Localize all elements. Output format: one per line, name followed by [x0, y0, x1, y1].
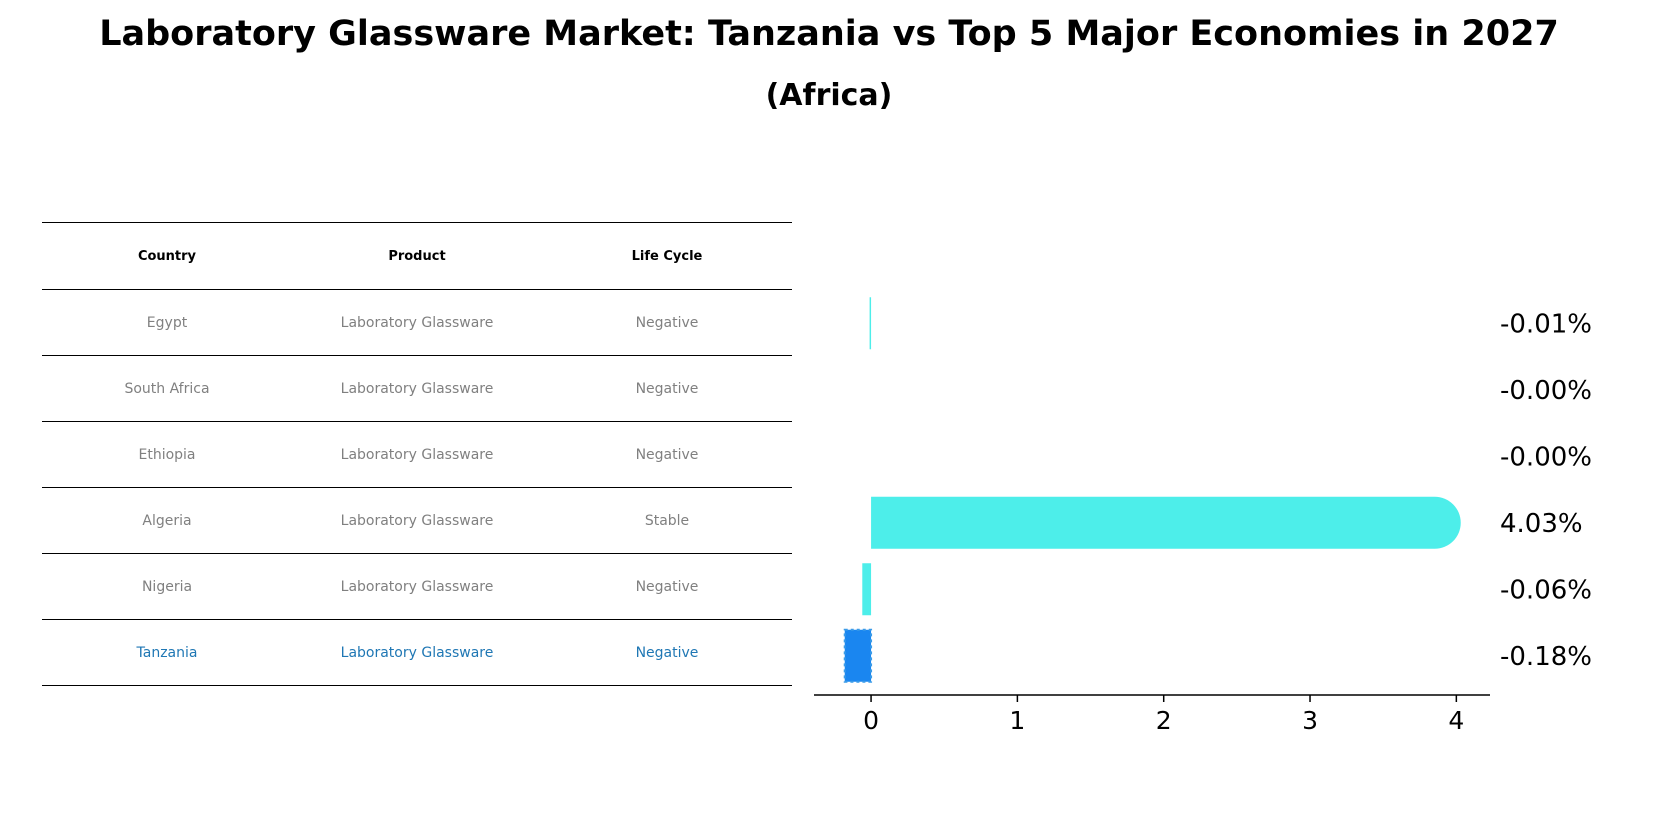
cell-life-cycle: Negative: [635, 446, 699, 463]
cell-country: Tanzania: [136, 644, 198, 661]
bar-nigeria: [862, 563, 872, 616]
cell-country: Ethiopia: [138, 446, 196, 463]
cell-product: Laboratory Glassware: [340, 644, 494, 661]
bar-algeria: [871, 496, 1461, 549]
header-product: Product: [388, 248, 446, 264]
value-label: -0.01%: [1500, 309, 1592, 339]
x-tick-label: 3: [1302, 706, 1318, 735]
cell-product: Laboratory Glassware: [340, 446, 494, 463]
cell-country: Egypt: [146, 314, 188, 331]
chart-title: Laboratory Glassware Market: Tanzania vs…: [99, 14, 1559, 54]
cell-life-cycle: Negative: [635, 380, 699, 397]
cell-product: Laboratory Glassware: [340, 380, 494, 397]
header-life-cycle: Life Cycle: [631, 248, 703, 264]
x-tick-label: 2: [1156, 706, 1172, 735]
data-table: Country Product Life Cycle Egypt Laborat…: [42, 222, 792, 686]
cell-product: Laboratory Glassware: [340, 512, 494, 529]
value-label: 4.03%: [1500, 509, 1583, 539]
value-label: -0.00%: [1500, 442, 1592, 472]
x-tick-label: 1: [1009, 706, 1025, 735]
table-row: Algeria Laboratory Glassware Stable: [42, 488, 792, 554]
table-row: Nigeria Laboratory Glassware Negative: [42, 554, 792, 620]
table-header-row: Country Product Life Cycle: [42, 222, 792, 290]
cell-country: Nigeria: [141, 578, 193, 595]
header-country: Country: [137, 248, 197, 264]
cell-product: Laboratory Glassware: [340, 314, 494, 331]
chart-subtitle: (Africa): [765, 78, 893, 113]
cell-life-cycle: Negative: [635, 578, 699, 595]
table-row: Egypt Laboratory Glassware Negative: [42, 290, 792, 356]
cell-country: Algeria: [142, 512, 192, 529]
cell-country: South Africa: [124, 380, 210, 397]
cell-life-cycle: Negative: [635, 314, 699, 331]
cell-product: Laboratory Glassware: [340, 578, 494, 595]
bar-egypt: [869, 297, 872, 350]
value-label: -0.18%: [1500, 642, 1592, 672]
x-tick-label: 0: [863, 706, 879, 735]
bar-tanzania: [843, 628, 873, 683]
value-label: -0.06%: [1500, 575, 1592, 605]
x-tick-label: 4: [1448, 706, 1464, 735]
table-row-highlight: Tanzania Laboratory Glassware Negative: [42, 620, 792, 686]
table-row: South Africa Laboratory Glassware Negati…: [42, 356, 792, 422]
table-row: Ethiopia Laboratory Glassware Negative: [42, 422, 792, 488]
value-label: -0.00%: [1500, 376, 1592, 406]
cell-life-cycle: Negative: [635, 644, 699, 661]
cell-life-cycle: Stable: [644, 512, 690, 529]
